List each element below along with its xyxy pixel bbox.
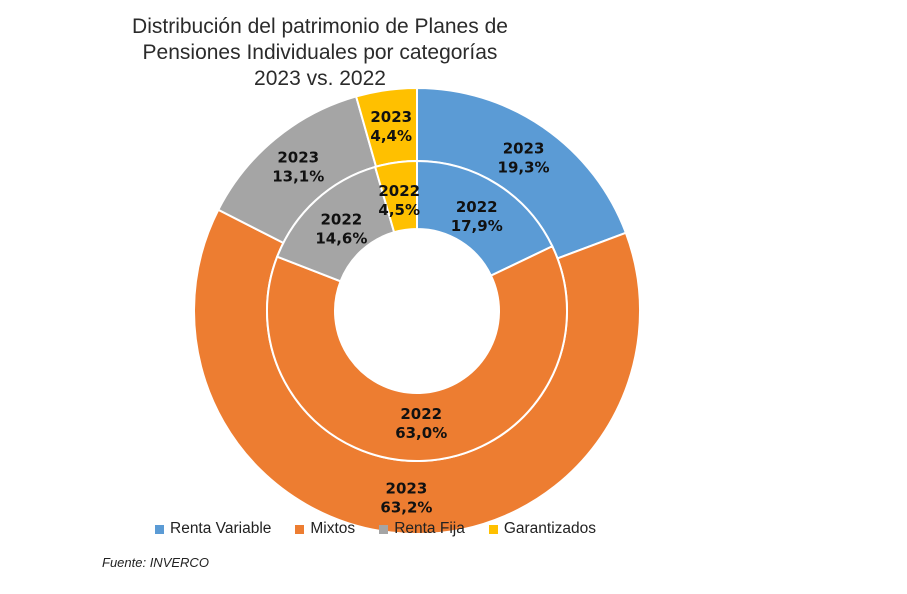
legend-label-renta-fija: Renta Fija: [394, 520, 465, 537]
label-2022-garantizados-year: 2022: [378, 182, 420, 200]
label-2022-garantizados-value: 4,5%: [378, 201, 420, 219]
label-2023-mixtos-value: 63,2%: [380, 499, 432, 517]
outer-ring-2023: [193, 86, 641, 535]
legend-swatch-renta-fija: [379, 524, 389, 534]
label-2023-renta-fija-year: 2023: [277, 149, 319, 167]
legend-item-mixtos[interactable]: Mixtos: [295, 520, 355, 538]
legend-item-garantizados[interactable]: Garantizados: [488, 520, 597, 538]
legend-swatch-renta-variable: [155, 524, 164, 534]
label-2022-renta-variable-year: 2022: [456, 198, 498, 216]
label-2023-renta-variable-value: 19,3%: [498, 158, 550, 176]
source-note: Fuente: INVERCO: [102, 555, 209, 570]
label-2022-renta-variable-value: 17,9%: [451, 217, 503, 235]
label-2022-renta-fija-year: 2022: [320, 210, 362, 228]
chart-title: Distribución del patrimonio de Planes de…: [130, 14, 510, 92]
title-line-3: 2023 vs. 2022: [254, 67, 386, 90]
title-line-2: Pensiones Individuales por categorías: [142, 41, 498, 64]
legend-label-mixtos: Mixtos: [310, 520, 356, 537]
label-2023-garantizados-value: 4,4%: [370, 127, 412, 145]
label-2022-renta-fija-value: 14,6%: [315, 229, 367, 247]
slice-2022-mixtos[interactable]: [266, 244, 568, 462]
label-2022-mixtos-year: 2022: [400, 405, 442, 423]
inner-ring-2022: [266, 159, 568, 462]
legend-label-garantizados: Garantizados: [503, 520, 597, 537]
title-line-1: Distribución del patrimonio de Planes de: [132, 15, 508, 38]
label-2023-garantizados-year: 2023: [370, 108, 412, 126]
legend-label-renta-variable: Renta Variable: [170, 520, 272, 537]
label-2023-mixtos-year: 2023: [386, 480, 428, 498]
legend-swatch-garantizados: [488, 524, 498, 534]
legend-item-renta-fija[interactable]: Renta Fija: [379, 520, 465, 538]
label-2023-renta-fija-value: 13,1%: [272, 168, 324, 186]
label-2023-renta-variable-year: 2023: [503, 139, 545, 157]
segment-labels: 202319,3%202363,2%202313,1%20234,4%20221…: [272, 108, 549, 517]
legend: Renta Variable Mixtos Renta Fija Garanti…: [155, 520, 655, 538]
legend-swatch-mixtos: [295, 524, 305, 534]
slice-2022-garantizados[interactable]: [373, 159, 418, 234]
legend-item-renta-variable[interactable]: Renta Variable: [155, 520, 271, 538]
label-2022-mixtos-value: 63,0%: [395, 424, 447, 442]
